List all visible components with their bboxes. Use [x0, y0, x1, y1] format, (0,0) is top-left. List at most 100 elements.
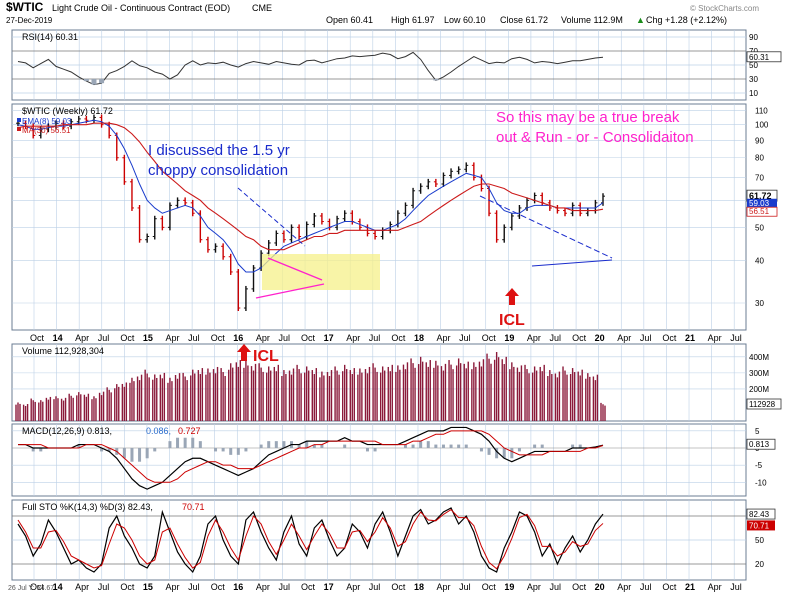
annotation-consolidation-line1: I discussed the 1.5 yr: [148, 142, 290, 159]
x-axis-label: Jul: [188, 333, 200, 343]
macd-last-value-box: [746, 438, 776, 450]
x-axis-label: Oct: [301, 333, 316, 343]
rsi-last-value-box: [746, 51, 782, 63]
price-tick-label: 100: [755, 121, 769, 130]
ma-legend-swatch: [17, 127, 21, 131]
volume-last-value-box: [746, 398, 782, 410]
x-axis-label: Jul: [459, 333, 471, 343]
x-axis-label-bottom: Oct: [120, 582, 135, 592]
x-axis-label: Oct: [572, 333, 587, 343]
x-axis-label: Apr: [346, 333, 360, 343]
annotations: I discussed the 1.5 yr choppy consolidat…: [148, 109, 694, 365]
price-tick-label: 80: [755, 154, 764, 163]
rsi-line: [17, 51, 604, 86]
x-axis-label-bottom: Oct: [30, 582, 45, 592]
rsi-tick-label: 30: [749, 75, 758, 84]
sto-title: Full STO %K(14,3) %D(3) 82.43,: [22, 502, 153, 512]
x-axis-label: Apr: [256, 333, 270, 343]
volume-tick-label: 300M: [749, 369, 769, 378]
stochastic-panel: 205080Full STO %K(14,3) %D(3) 82.43, 70.…: [11, 499, 776, 592]
x-axis-label: 15: [143, 333, 153, 343]
ema-legend: EMA(8) 59.03: [22, 117, 72, 126]
sto-d-last-value-box: [747, 520, 775, 531]
x-axis-label-bottom: 21: [685, 582, 695, 592]
x-axis-label-bottom: 16: [233, 582, 243, 592]
ma-last-value: 56.51: [749, 207, 770, 216]
ema-last-value-box: [747, 198, 777, 208]
macd-line: [18, 426, 604, 490]
x-axis-label-bottom: Apr: [437, 582, 451, 592]
x-axis-label: Jul: [278, 333, 290, 343]
x-axis-label: Jul: [98, 333, 110, 343]
x-axis-label-bottom: Jul: [730, 582, 742, 592]
consolidation-pointer-line: [237, 187, 306, 247]
x-axis-label: Jul: [730, 333, 742, 343]
watermark: © StockCharts.com: [690, 4, 759, 13]
x-axis-label-bottom: Apr: [346, 582, 360, 592]
x-axis-label-bottom: Oct: [662, 582, 677, 592]
price-tick-label: 90: [755, 136, 764, 145]
chg-arrow-icon: ▲: [636, 15, 645, 25]
sto-k-last-value-box: [746, 508, 776, 520]
x-axis-label-bottom: Oct: [482, 582, 497, 592]
x-axis-label-bottom: Jul: [640, 582, 652, 592]
annotation-breakout-line2: out & Run - or - Consolidaiton: [496, 129, 694, 146]
price-tick-label: 40: [755, 256, 764, 265]
x-axis-label: 14: [53, 333, 63, 343]
price-title: $WTIC (Weekly) 61.72: [22, 106, 113, 116]
volume-last-value: 112928: [749, 400, 776, 409]
x-axis-label-bottom: Oct: [211, 582, 226, 592]
ohlc-low: Low 60.10: [444, 15, 486, 25]
price-tick-label: 30: [755, 299, 764, 308]
macd-panel-frame: [11, 423, 747, 497]
icl-arrow-icon-2016: [237, 344, 251, 361]
x-axis-label-bottom: Jul: [278, 582, 290, 592]
volume-panel: 200M 300M 400M Volume 112,928,304 112928: [11, 343, 782, 422]
x-axis-label-bottom: Apr: [75, 582, 89, 592]
annotation-breakout-line1: So this may be a true break: [496, 109, 680, 126]
x-axis-label-bottom: Jul: [188, 582, 200, 592]
x-axis-label-bottom: Jul: [369, 582, 381, 592]
ohlc-high: High 61.97: [391, 15, 435, 25]
sto-d-last-value: 70.71: [749, 521, 770, 530]
price-tick-label: 110: [755, 107, 768, 116]
x-axis-label: Oct: [482, 333, 497, 343]
ma-last-value-box: [746, 206, 778, 217]
x-axis-label-bottom: 18: [414, 582, 424, 592]
x-axis-label-bottom: 19: [504, 582, 514, 592]
x-axis-label: Jul: [369, 333, 381, 343]
sto-k-last-value: 82.43: [749, 510, 770, 519]
x-axis-label: 20: [595, 333, 605, 343]
x-axis-label: Oct: [211, 333, 226, 343]
price-last-value: 61.72: [749, 191, 772, 201]
x-axis-label-bottom: Apr: [166, 582, 180, 592]
x-axis-label: Oct: [120, 333, 135, 343]
annotation-consolidation-line2: choppy consolidation: [148, 162, 288, 179]
sto-d-line: [17, 508, 604, 570]
x-axis-label: Apr: [527, 333, 541, 343]
x-axis-label-bottom: Oct: [301, 582, 316, 592]
x-axis-label: Apr: [708, 333, 722, 343]
price-tick-label: 50: [755, 223, 764, 232]
macd-title: MACD(12,26,9) 0.813,: [22, 426, 112, 436]
ohlc-volume: Volume 112.9M: [561, 15, 623, 25]
ema-legend-swatch: [17, 118, 21, 122]
price-tick-label: 70: [755, 174, 764, 183]
bottom-left-note: 26 Jul Y: 54.67: [8, 585, 54, 592]
rsi-tick-label: 50: [749, 61, 758, 70]
macd-signal-value: 0.727: [178, 426, 201, 436]
macd-panel: -10-505MACD(12,26,9) 0.813, 0.086, 0.727…: [11, 423, 776, 497]
volume-tick-label: 200M: [749, 385, 769, 394]
volume-title: Volume 112,928,304: [22, 346, 104, 356]
rsi-tick-label: 90: [749, 33, 758, 42]
x-axis-label-bottom: Oct: [572, 582, 587, 592]
x-axis-label-bottom: Jul: [459, 582, 471, 592]
x-axis-label: Jul: [549, 333, 561, 343]
sto-tick-label: 20: [755, 560, 764, 569]
x-axis-label-bottom: Oct: [391, 582, 406, 592]
macd-hist-value: 0.086,: [146, 426, 171, 436]
macd-tick-label: 5: [755, 427, 760, 436]
x-axis-label: 21: [685, 333, 695, 343]
x-axis-label: Apr: [617, 333, 631, 343]
x-axis-label: 19: [504, 333, 514, 343]
